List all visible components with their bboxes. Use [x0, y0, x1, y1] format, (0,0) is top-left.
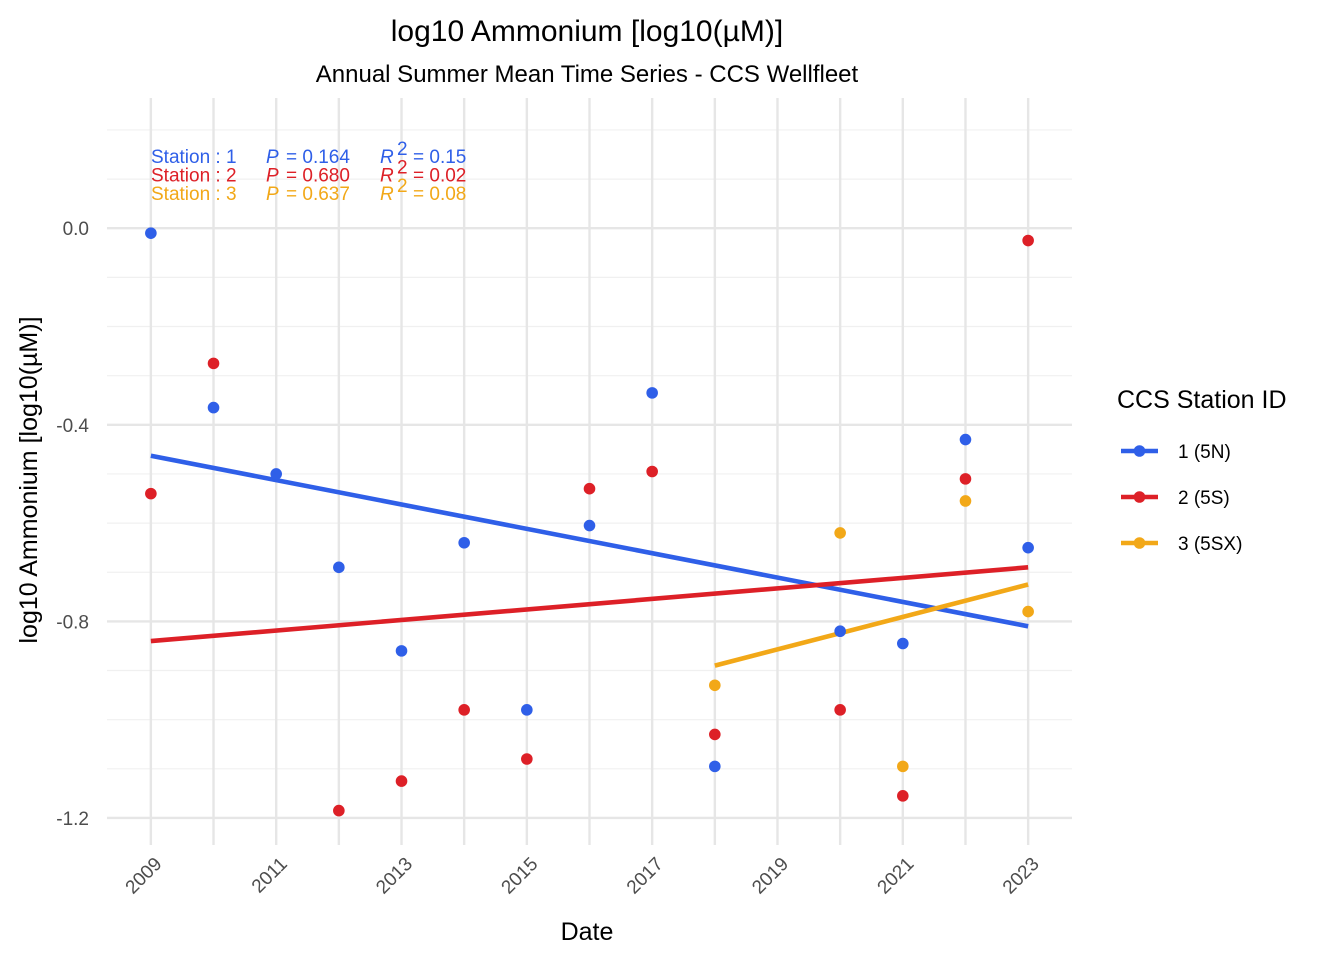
- data-point-station-2: [521, 753, 533, 765]
- data-point-station-1: [709, 760, 721, 773]
- annotation-r-superscript: 2: [397, 158, 408, 179]
- data-point-station-2: [897, 790, 909, 802]
- annotation-r-superscript: 2: [397, 176, 408, 197]
- y-tick-label: -0.4: [56, 416, 89, 437]
- legend-label: 2 (5S): [1178, 488, 1230, 509]
- data-point-station-3: [897, 760, 909, 773]
- data-point-station-1: [270, 468, 282, 480]
- annotation-r-value: = 0.02: [413, 166, 466, 187]
- data-point-station-1: [521, 704, 533, 716]
- legend-label: 3 (5SX): [1178, 534, 1242, 555]
- legend-title: CCS Station ID: [1117, 386, 1287, 414]
- data-point-station-2: [646, 465, 658, 478]
- data-point-station-1: [897, 637, 909, 650]
- trend-line-station-3: [714, 582, 1029, 668]
- chart-title: log10 Ammonium [log10(µM)]: [391, 15, 783, 48]
- stats-annotation-station-1: Station : 1 P = 0.164 R 2 = 0.15: [151, 139, 466, 168]
- y-tick-label: -0.8: [56, 612, 89, 633]
- y-tick-label: 0.0: [63, 219, 89, 240]
- legend: CCS Station ID 1 (5N) 2 (5S) 3 (5SX): [1117, 386, 1287, 555]
- stats-annotation-station-2: Station : 2 P = 0.680 R 2 = 0.02: [151, 158, 466, 187]
- x-tick-label: 2021: [874, 854, 919, 899]
- x-tick-label: 2023: [999, 854, 1044, 899]
- data-point-station-1: [458, 536, 470, 549]
- data-point-station-2: [207, 357, 220, 370]
- annotation-p-label: P: [266, 184, 279, 205]
- annotation-p-value: = 0.680: [286, 166, 350, 187]
- data-point-station-2: [458, 704, 470, 716]
- x-tick-label: 2017: [623, 854, 668, 899]
- data-point-station-2: [395, 775, 408, 787]
- data-point-station-3: [1022, 605, 1034, 618]
- data-point-station-2: [583, 482, 596, 495]
- y-axis-title: log10 Ammonium [log10(µM)]: [15, 316, 43, 643]
- data-point-station-3: [709, 679, 721, 692]
- annotation-r-value: = 0.15: [413, 147, 466, 168]
- data-points: [145, 227, 1034, 817]
- data-point-station-2: [959, 473, 972, 485]
- x-tick-label: 2009: [122, 854, 167, 899]
- annotation-r-value: = 0.08: [413, 184, 466, 205]
- data-point-station-3: [959, 495, 972, 507]
- data-point-station-2: [709, 728, 721, 741]
- legend-item-station-1: 1 (5N): [1121, 442, 1231, 463]
- data-point-station-2: [1022, 234, 1034, 247]
- legend-key-point: [1133, 491, 1146, 503]
- trend-line-station-2: [150, 565, 1029, 644]
- legend-item-station-2: 2 (5S): [1121, 488, 1230, 509]
- data-point-station-1: [207, 401, 220, 414]
- annotation-p-label: P: [266, 147, 279, 168]
- x-tick-label: 2019: [748, 854, 793, 899]
- annotation-p-label: P: [266, 166, 279, 187]
- legend-key-point: [1133, 537, 1146, 549]
- legend-item-station-3: 3 (5SX): [1121, 534, 1242, 555]
- annotation-station-label: Station : 3: [151, 184, 237, 205]
- x-tick-label: 2015: [498, 854, 543, 899]
- data-point-station-1: [646, 387, 658, 399]
- grid: [107, 98, 1072, 845]
- trend-line-station-1: [150, 453, 1029, 629]
- annotation-p-value: = 0.637: [286, 184, 350, 205]
- x-axis-ticks: 2009 2011 2013 2015 2017 2019 2021 2023: [122, 854, 1044, 899]
- x-axis-title: Date: [561, 918, 614, 946]
- x-tick-label: 2013: [372, 854, 417, 899]
- x-tick-label: 2011: [248, 854, 292, 898]
- trend-lines: [150, 453, 1029, 668]
- legend-label: 1 (5N): [1178, 442, 1231, 463]
- data-point-station-3: [834, 527, 846, 539]
- stats-annotation-station-3: Station : 3 P = 0.637 R 2 = 0.08: [151, 176, 466, 205]
- data-point-station-2: [333, 804, 345, 817]
- data-point-station-1: [834, 625, 846, 638]
- annotation-r-superscript: 2: [397, 139, 408, 160]
- data-point-station-1: [959, 433, 972, 446]
- data-point-station-1: [145, 227, 157, 239]
- chart-subtitle: Annual Summer Mean Time Series - CCS Wel…: [316, 61, 859, 88]
- data-point-station-2: [834, 704, 846, 716]
- annotation-r-label: R: [380, 184, 394, 205]
- data-point-station-1: [395, 645, 408, 657]
- data-point-station-1: [583, 519, 596, 532]
- annotation-r-label: R: [380, 147, 394, 168]
- annotation-p-value: = 0.164: [286, 147, 350, 168]
- y-axis-ticks: 0.0 -0.4 -0.8 -1.2: [56, 219, 89, 830]
- annotation-r-label: R: [380, 166, 394, 187]
- legend-key-point: [1133, 445, 1146, 457]
- data-point-station-1: [1022, 541, 1034, 554]
- data-point-station-2: [145, 487, 157, 500]
- annotation-station-label: Station : 1: [151, 147, 237, 168]
- y-tick-label: -1.2: [56, 809, 89, 830]
- data-point-station-1: [333, 561, 345, 574]
- annotation-station-label: Station : 2: [151, 166, 237, 187]
